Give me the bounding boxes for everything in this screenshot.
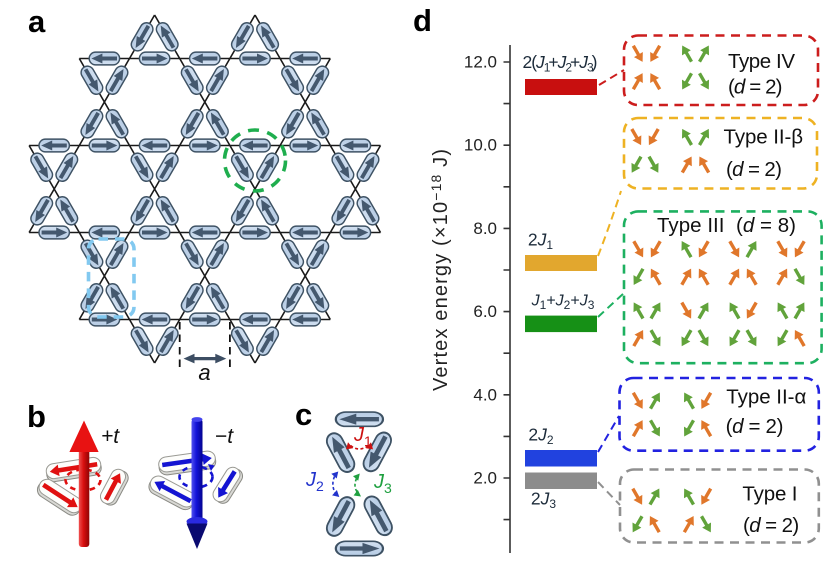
svg-text:b: b [27,399,46,434]
svg-text:+t: +t [101,425,120,448]
svg-text:8.0: 8.0 [473,219,497,238]
svg-text:c: c [295,397,312,432]
svg-text:(d = 2): (d = 2) [743,514,799,537]
svg-text:10.0: 10.0 [464,136,497,155]
svg-text:Type II-α: Type II-α [726,386,806,409]
svg-text:Type IV: Type IV [728,50,795,73]
svg-text:(d = 2): (d = 2) [728,76,783,99]
svg-text:2(J1​+J2​+J3​): 2(J1​+J2​+J3​) [523,52,598,75]
svg-text:Type II-β: Type II-β [724,126,804,149]
svg-text:Type III (d = 8): Type III (d = 8) [657,214,796,237]
svg-text:Type I: Type I [742,483,797,506]
svg-text:2.0: 2.0 [473,469,497,488]
svg-text:6.0: 6.0 [473,302,497,321]
svg-text:12.0: 12.0 [464,53,497,72]
svg-text:(d = 2): (d = 2) [726,415,784,438]
svg-text:4.0: 4.0 [473,385,497,404]
svg-text:a: a [198,360,210,385]
svg-text:J1​+J2​+J3​: J1​+J2​+J3​ [531,293,595,313]
svg-text:d: d [413,3,432,38]
svg-text:−t: −t [215,425,234,448]
svg-text:a: a [28,4,46,39]
svg-text:(d = 2): (d = 2) [726,158,782,181]
